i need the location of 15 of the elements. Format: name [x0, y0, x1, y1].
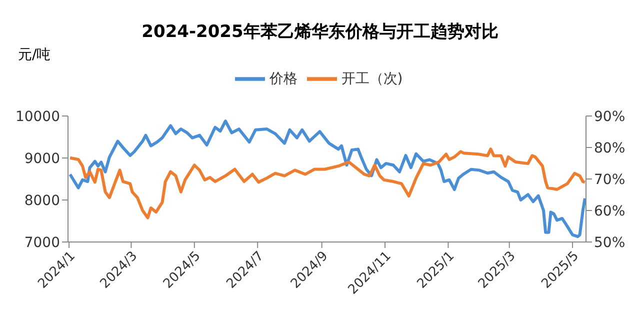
y-tick-label: 9000 [24, 150, 60, 167]
chart-title: 2024-2025年苯乙烯华东价格与开工趋势对比 [140, 21, 500, 43]
y2-tick-label: 70% [594, 172, 626, 188]
y2-tick-label: 50% [594, 234, 626, 251]
y2-tick-label: 60% [594, 203, 626, 220]
y-tick-label: 10000 [15, 108, 60, 125]
y2-tick-label: 80% [594, 140, 626, 156]
legend-label: 开工（次) [341, 70, 403, 87]
legend-label: 价格 [269, 70, 298, 87]
y-tick-label: 7000 [24, 234, 60, 251]
line-series [68, 148, 586, 220]
line-series [68, 120, 586, 238]
y-axis-title: 元/吨 [18, 46, 51, 64]
y-tick-label: 8000 [24, 192, 60, 209]
y2-tick-label: 90% [594, 108, 626, 125]
